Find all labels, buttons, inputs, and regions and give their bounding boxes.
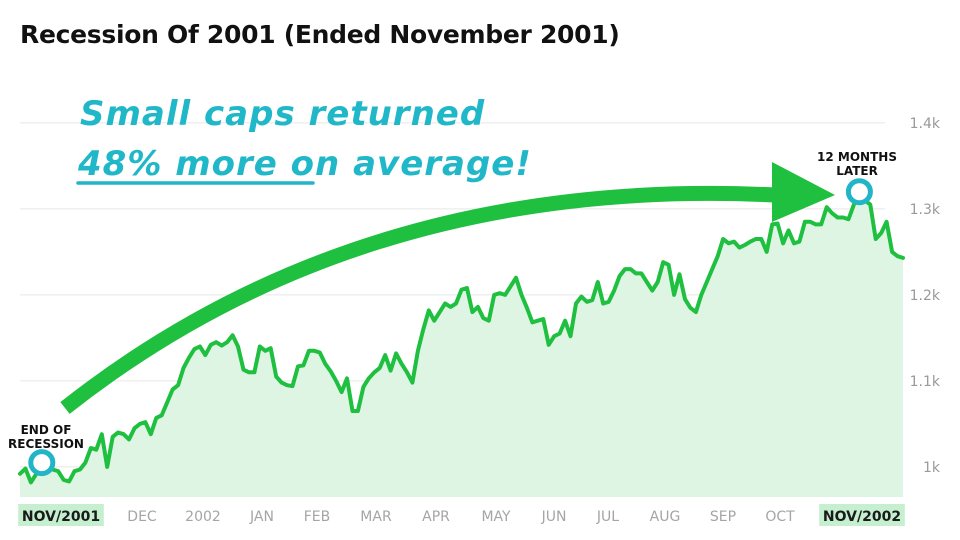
highlighted-tick-bg — [18, 504, 104, 526]
end-marker — [845, 178, 873, 206]
headline-line2: 48% more on average! — [77, 144, 532, 184]
x-tick-label: MAR — [360, 509, 392, 525]
start-marker — [28, 449, 56, 477]
x-tick-label: NOV/2002 — [823, 509, 901, 525]
markers — [28, 178, 873, 477]
x-tick-label: FEB — [304, 509, 331, 525]
y-tick-label: 1k — [923, 460, 941, 476]
x-tick-label: SEP — [710, 509, 736, 525]
headline-rest: on average! — [278, 144, 532, 184]
x-tick-label: JAN — [249, 509, 274, 525]
x-tick-label: APR — [422, 509, 450, 525]
x-tick-label: OCT — [765, 509, 795, 525]
x-axis-labels: NOV/2001 DEC 2002 JAN FEB MAR APR MAY JUN JUL AUG S… — [18, 504, 905, 526]
area-fill — [20, 191, 903, 497]
x-tick-label: NOV/2001 — [22, 509, 100, 525]
growth-arrow-head — [772, 162, 835, 222]
x-tick-label: JUL — [596, 509, 619, 525]
headline-line1: Small caps returned — [80, 94, 485, 134]
y-axis-labels: 1k 1.1k 1.2k 1.3k 1.4k — [910, 116, 941, 476]
x-tick-label: DEC — [127, 509, 157, 525]
end-label-line1: 12 MONTHS — [817, 150, 897, 164]
x-tick-label: MAY — [481, 509, 511, 525]
x-tick-label: JUN — [541, 509, 567, 525]
headline-emphasis: 48% more — [77, 144, 278, 184]
y-tick-label: 1.1k — [910, 374, 941, 390]
y-tick-label: 1.4k — [910, 116, 941, 132]
highlighted-tick-bg — [819, 504, 905, 526]
y-tick-label: 1.2k — [910, 288, 941, 304]
series-line — [18, 189, 905, 485]
x-tick-label: AUG — [650, 509, 681, 525]
chart-title: Recession Of 2001 (Ended November 2001) — [20, 20, 620, 49]
start-label-line1: END OF — [21, 423, 72, 437]
end-label-line2: LATER — [836, 164, 878, 178]
x-tick-label: 2002 — [185, 509, 221, 525]
y-tick-label: 1.3k — [910, 202, 941, 218]
start-label-line2: RECESSION — [8, 437, 84, 451]
growth-arrow-shaft — [60, 185, 776, 414]
